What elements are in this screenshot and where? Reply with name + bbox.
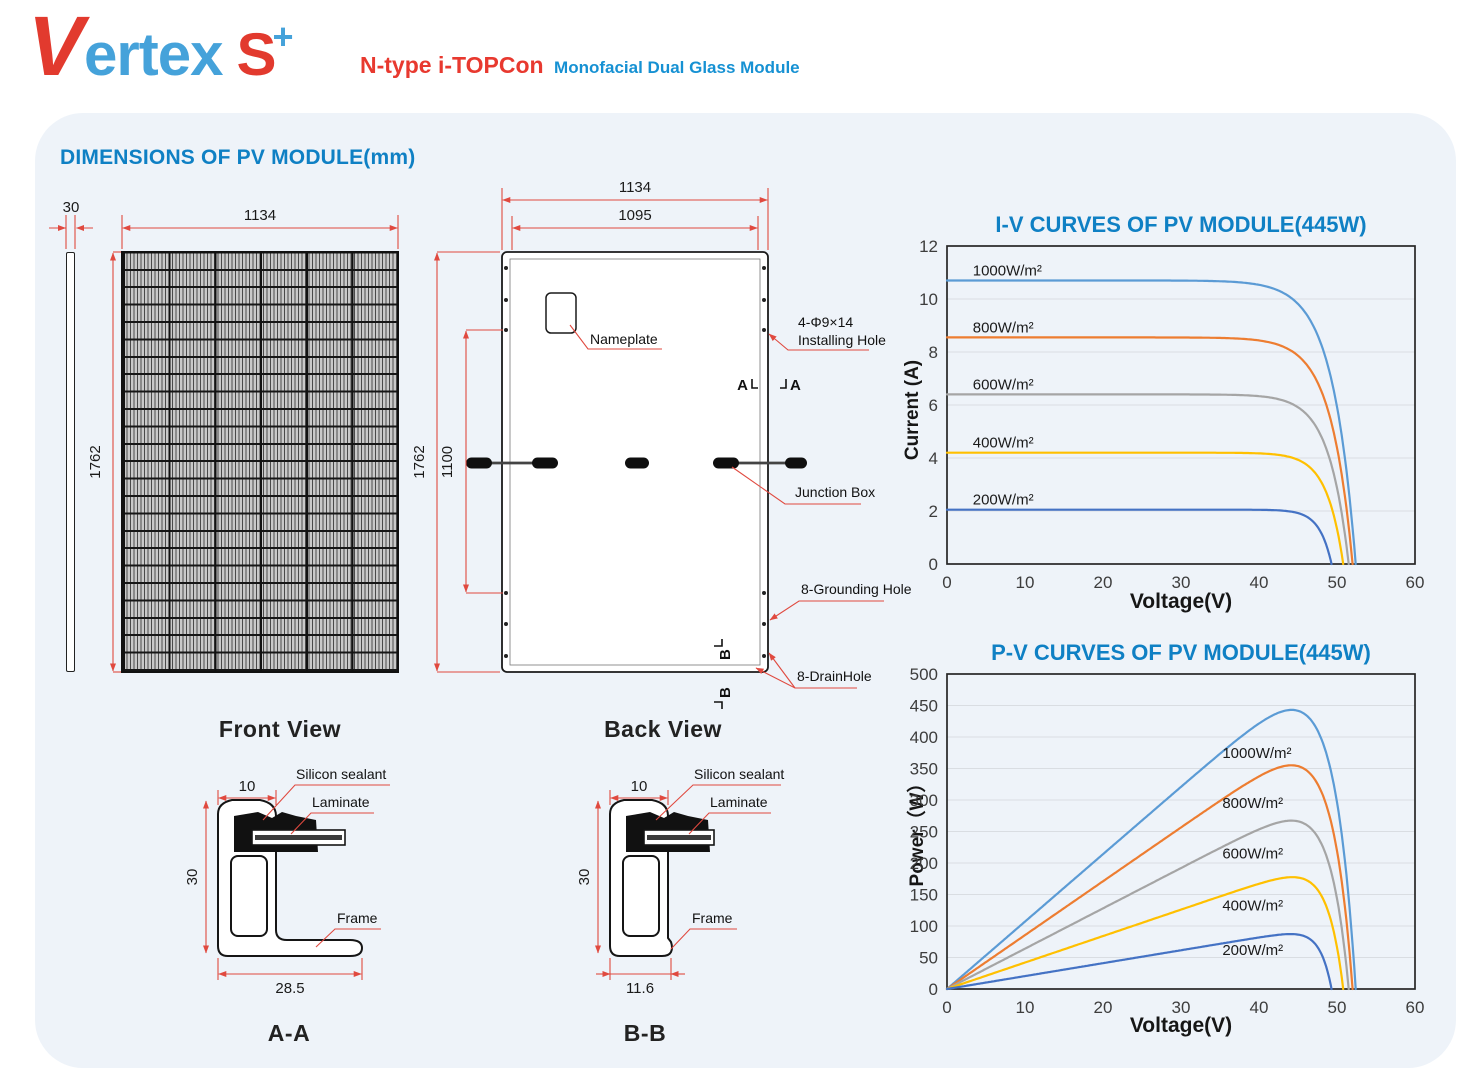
svg-text:600W/m²: 600W/m² xyxy=(1222,846,1283,863)
svg-text:200W/m²: 200W/m² xyxy=(1222,942,1283,959)
svg-text:30: 30 xyxy=(1172,573,1191,592)
svg-text:50: 50 xyxy=(1328,998,1347,1017)
svg-text:200: 200 xyxy=(910,854,938,873)
svg-text:0: 0 xyxy=(929,980,938,999)
svg-text:1000W/m²: 1000W/m² xyxy=(973,262,1042,279)
iv-chart: 0 2 4 6 8 10 12 0 10 20 30 40 50 60 1000W/m² 800W/m² 600… xyxy=(919,237,1425,592)
svg-text:10: 10 xyxy=(919,290,938,309)
module-subtitle: N-type i-TOPCon Monofacial Dual Glass Mo… xyxy=(360,52,800,79)
svg-text:350: 350 xyxy=(910,760,938,779)
svg-text:0: 0 xyxy=(929,555,938,574)
svg-text:600W/m²: 600W/m² xyxy=(973,376,1034,393)
module-front-cells xyxy=(121,251,399,673)
module-side-profile xyxy=(66,252,75,672)
aa-caption: A-A xyxy=(267,1020,311,1046)
svg-text:30: 30 xyxy=(1172,998,1191,1017)
svg-text:400W/m²: 400W/m² xyxy=(1222,897,1283,914)
svg-text:450: 450 xyxy=(910,697,938,716)
pv-chart: 0 50 100 150 200 250 300 350 400 450 500 0 10 20 30 40 5… xyxy=(910,665,1425,1017)
svg-text:500: 500 xyxy=(910,665,938,684)
svg-text:400W/m²: 400W/m² xyxy=(973,435,1034,452)
svg-text:50: 50 xyxy=(1328,573,1347,592)
svg-text:800W/m²: 800W/m² xyxy=(1222,795,1283,812)
svg-text:4: 4 xyxy=(929,449,938,468)
svg-text:40: 40 xyxy=(1250,998,1269,1017)
svg-text:12: 12 xyxy=(919,237,938,256)
bb-caption: B-B xyxy=(623,1020,667,1046)
svg-text:10: 10 xyxy=(1016,998,1035,1017)
svg-text:150: 150 xyxy=(910,886,938,905)
subtitle-module-type: Monofacial Dual Glass Module xyxy=(554,58,800,77)
svg-text:40: 40 xyxy=(1250,573,1269,592)
svg-text:60: 60 xyxy=(1406,573,1425,592)
svg-text:300: 300 xyxy=(910,791,938,810)
iv-x-axis-label: Voltage(V) xyxy=(1129,590,1233,613)
pv-x-axis-label: Voltage(V) xyxy=(1129,1014,1233,1037)
svg-text:800W/m²: 800W/m² xyxy=(973,319,1034,336)
pv-chart-title: P-V CURVES OF PV MODULE(445W) xyxy=(991,640,1371,665)
svg-text:50: 50 xyxy=(919,949,938,968)
logo-letter-s: S xyxy=(236,21,277,88)
svg-text:0: 0 xyxy=(942,573,951,592)
logo-plus: + xyxy=(272,16,294,57)
logo-letter-v: V xyxy=(28,0,85,93)
svg-text:400: 400 xyxy=(910,728,938,747)
logo-text-ertex: ertex xyxy=(84,21,223,88)
section-title: DIMENSIONS OF PV MODULE(mm) xyxy=(60,146,416,169)
front-view-caption: Front View xyxy=(218,716,342,742)
subtitle-technology: N-type i-TOPCon xyxy=(360,52,544,78)
svg-text:10: 10 xyxy=(1016,573,1035,592)
iv-chart-title: I-V CURVES OF PV MODULE(445W) xyxy=(995,212,1367,237)
svg-text:8: 8 xyxy=(929,343,938,362)
svg-text:60: 60 xyxy=(1406,998,1425,1017)
svg-text:20: 20 xyxy=(1094,573,1113,592)
svg-text:1000W/m²: 1000W/m² xyxy=(1222,745,1291,762)
svg-text:200W/m²: 200W/m² xyxy=(973,492,1034,509)
svg-text:20: 20 xyxy=(1094,998,1113,1017)
svg-text:250: 250 xyxy=(910,823,938,842)
svg-text:6: 6 xyxy=(929,396,938,415)
back-view-caption: Back View xyxy=(604,716,722,742)
svg-text:2: 2 xyxy=(929,502,938,521)
svg-text:100: 100 xyxy=(910,917,938,936)
svg-text:0: 0 xyxy=(942,998,951,1017)
